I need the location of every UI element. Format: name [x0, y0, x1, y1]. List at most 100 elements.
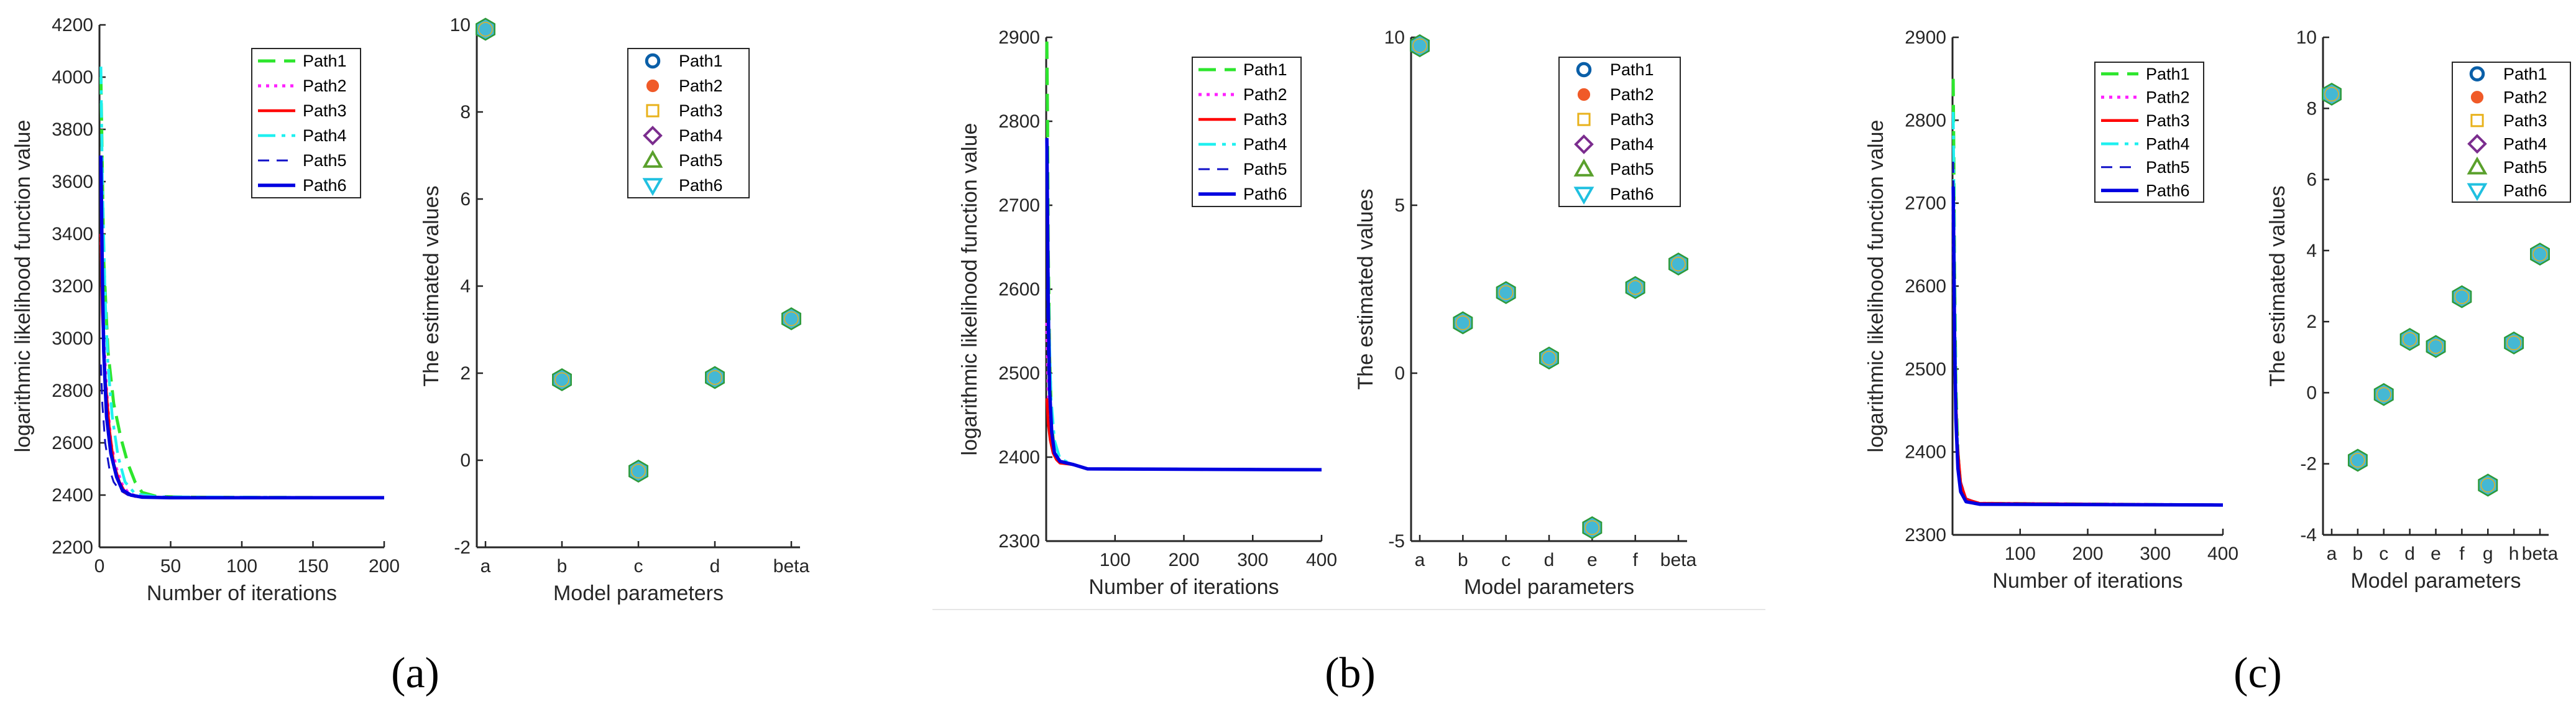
chart-b-left: 2300 2400 2500 2600 2700 2800 2900 100 200 300 400…	[958, 27, 1337, 599]
series-line-path4	[99, 67, 385, 499]
data-point-a	[2322, 82, 2342, 106]
data-point-core	[2402, 332, 2417, 347]
legend-marker-path3	[2470, 114, 2484, 128]
x-tick-label: 400	[2207, 544, 2238, 564]
data-point-e	[1582, 516, 1603, 539]
legend-label-path4: Path4	[2146, 134, 2190, 153]
legend-marker-path2	[1577, 88, 1591, 101]
x-tick-label: f	[2459, 544, 2465, 564]
data-point-b	[552, 368, 572, 391]
y-tick-label: 8	[2306, 98, 2317, 119]
data-point-core	[2428, 339, 2444, 354]
data-point-b	[2347, 448, 2368, 472]
legend-label-path4: Path4	[303, 126, 347, 145]
data-point-core	[478, 22, 493, 37]
legend-label-path6: Path6	[1243, 185, 1287, 203]
legend-marker-path3	[646, 104, 660, 118]
legend-label-path3: Path3	[303, 101, 347, 120]
series-line-path6	[99, 155, 384, 499]
legend-label-path5: Path5	[1610, 160, 1654, 178]
legend-marker-path4	[2467, 134, 2487, 154]
data-point-c	[1496, 280, 1516, 304]
charts-layer: 2200240026002800300032003400360038004000…	[11, 15, 2571, 605]
x-axis-title: Model parameters	[1464, 575, 1634, 599]
legend-marker-path5	[2467, 156, 2488, 175]
data-point-h	[2504, 331, 2524, 355]
data-point-core	[1542, 350, 1557, 366]
legend-label-path2: Path2	[2503, 88, 2547, 106]
y-axis-title: logarithmic likelihood function value	[1864, 120, 1888, 453]
legend-marker-path5	[642, 149, 663, 168]
data-point-core	[2454, 289, 2470, 304]
x-tick-label: a	[1415, 550, 1425, 570]
legend-box	[627, 48, 750, 198]
data-point-c	[2373, 382, 2394, 406]
x-tick-label: g	[2483, 544, 2493, 564]
y-tick-label: 3000	[52, 328, 93, 349]
legend-marker-path4	[1574, 134, 1594, 154]
y-tick-label: 2300	[998, 531, 1040, 552]
y-tick-label: 2600	[1905, 276, 1946, 297]
legend-label-path4: Path4	[2503, 134, 2547, 153]
legend-label-path5: Path5	[303, 151, 347, 170]
data-point-a	[1410, 34, 1430, 57]
data-point-core	[1671, 256, 1686, 272]
data-point-core	[2480, 478, 2495, 493]
data-point-f	[1625, 276, 1645, 299]
y-tick-label: 2	[2306, 312, 2317, 332]
x-tick-label: b	[2353, 544, 2363, 564]
x-tick-label: 200	[1168, 550, 1199, 570]
x-axis-title: Model parameters	[553, 582, 724, 605]
y-tick-label: 0	[2306, 382, 2317, 403]
legend-box	[2452, 62, 2571, 203]
legend-label-path1: Path1	[303, 52, 347, 70]
y-tick-label: 2	[460, 363, 471, 384]
panel-label-b: (b)	[1325, 649, 1376, 697]
x-tick-label: d	[1544, 550, 1555, 570]
x-tick-label: c	[1501, 550, 1511, 570]
legend-label-path6: Path6	[2503, 181, 2547, 200]
y-tick-label: 2400	[52, 485, 93, 506]
x-axis-title: Number of iterations	[147, 582, 337, 605]
data-point-core	[554, 372, 569, 387]
y-axis-title: The estimated values	[2266, 185, 2289, 386]
data-point-b	[1453, 311, 1473, 335]
legend-label-path4: Path4	[1610, 135, 1654, 154]
x-tick-label: c	[2379, 544, 2388, 564]
x-tick-label: 200	[369, 556, 400, 577]
y-axis-title: The estimated values	[1354, 188, 1378, 389]
y-tick-label: 2800	[52, 381, 93, 401]
legend-label-path2: Path2	[1243, 85, 1287, 104]
y-tick-label: 3800	[52, 119, 93, 140]
y-tick-label: 4	[2306, 241, 2317, 261]
data-point-beta	[781, 307, 801, 330]
x-axis-title: Number of iterations	[1088, 575, 1279, 599]
x-tick-label: 300	[1237, 550, 1268, 570]
x-tick-label: e	[2431, 544, 2441, 564]
y-tick-label: -2	[2300, 454, 2317, 475]
y-tick-label: 6	[2306, 170, 2317, 190]
y-axis-title: logarithmic likelihood function value	[958, 123, 982, 456]
y-tick-label: 2900	[1905, 27, 1946, 48]
legend-marker-path3	[1577, 113, 1591, 126]
y-tick-label: 2600	[998, 279, 1040, 300]
data-point-d	[1539, 346, 1559, 370]
x-tick-label: a	[2327, 544, 2337, 564]
data-point-core	[631, 463, 646, 479]
x-axis-title: Number of iterations	[1992, 569, 2183, 593]
y-tick-label: 6	[460, 189, 471, 210]
legend-label-path4: Path4	[1243, 135, 1287, 154]
legend-box	[2094, 62, 2204, 203]
x-tick-label: f	[1632, 550, 1638, 570]
legend-label-path1: Path1	[1243, 60, 1287, 79]
legend-label-path6: Path6	[679, 176, 723, 195]
legend-label-path3: Path3	[2503, 111, 2547, 130]
y-tick-label: 2800	[998, 111, 1040, 132]
y-tick-label: 0	[460, 450, 471, 471]
y-tick-label: 2700	[1905, 193, 1946, 214]
chart-c-left: 2300 2400 2500 2600 2700 2800 2900 100 200 300 400…	[1864, 27, 2238, 593]
legend-box	[1192, 57, 1302, 207]
legend-label-path1: Path1	[2146, 65, 2190, 83]
x-tick-label: h	[2509, 544, 2519, 564]
